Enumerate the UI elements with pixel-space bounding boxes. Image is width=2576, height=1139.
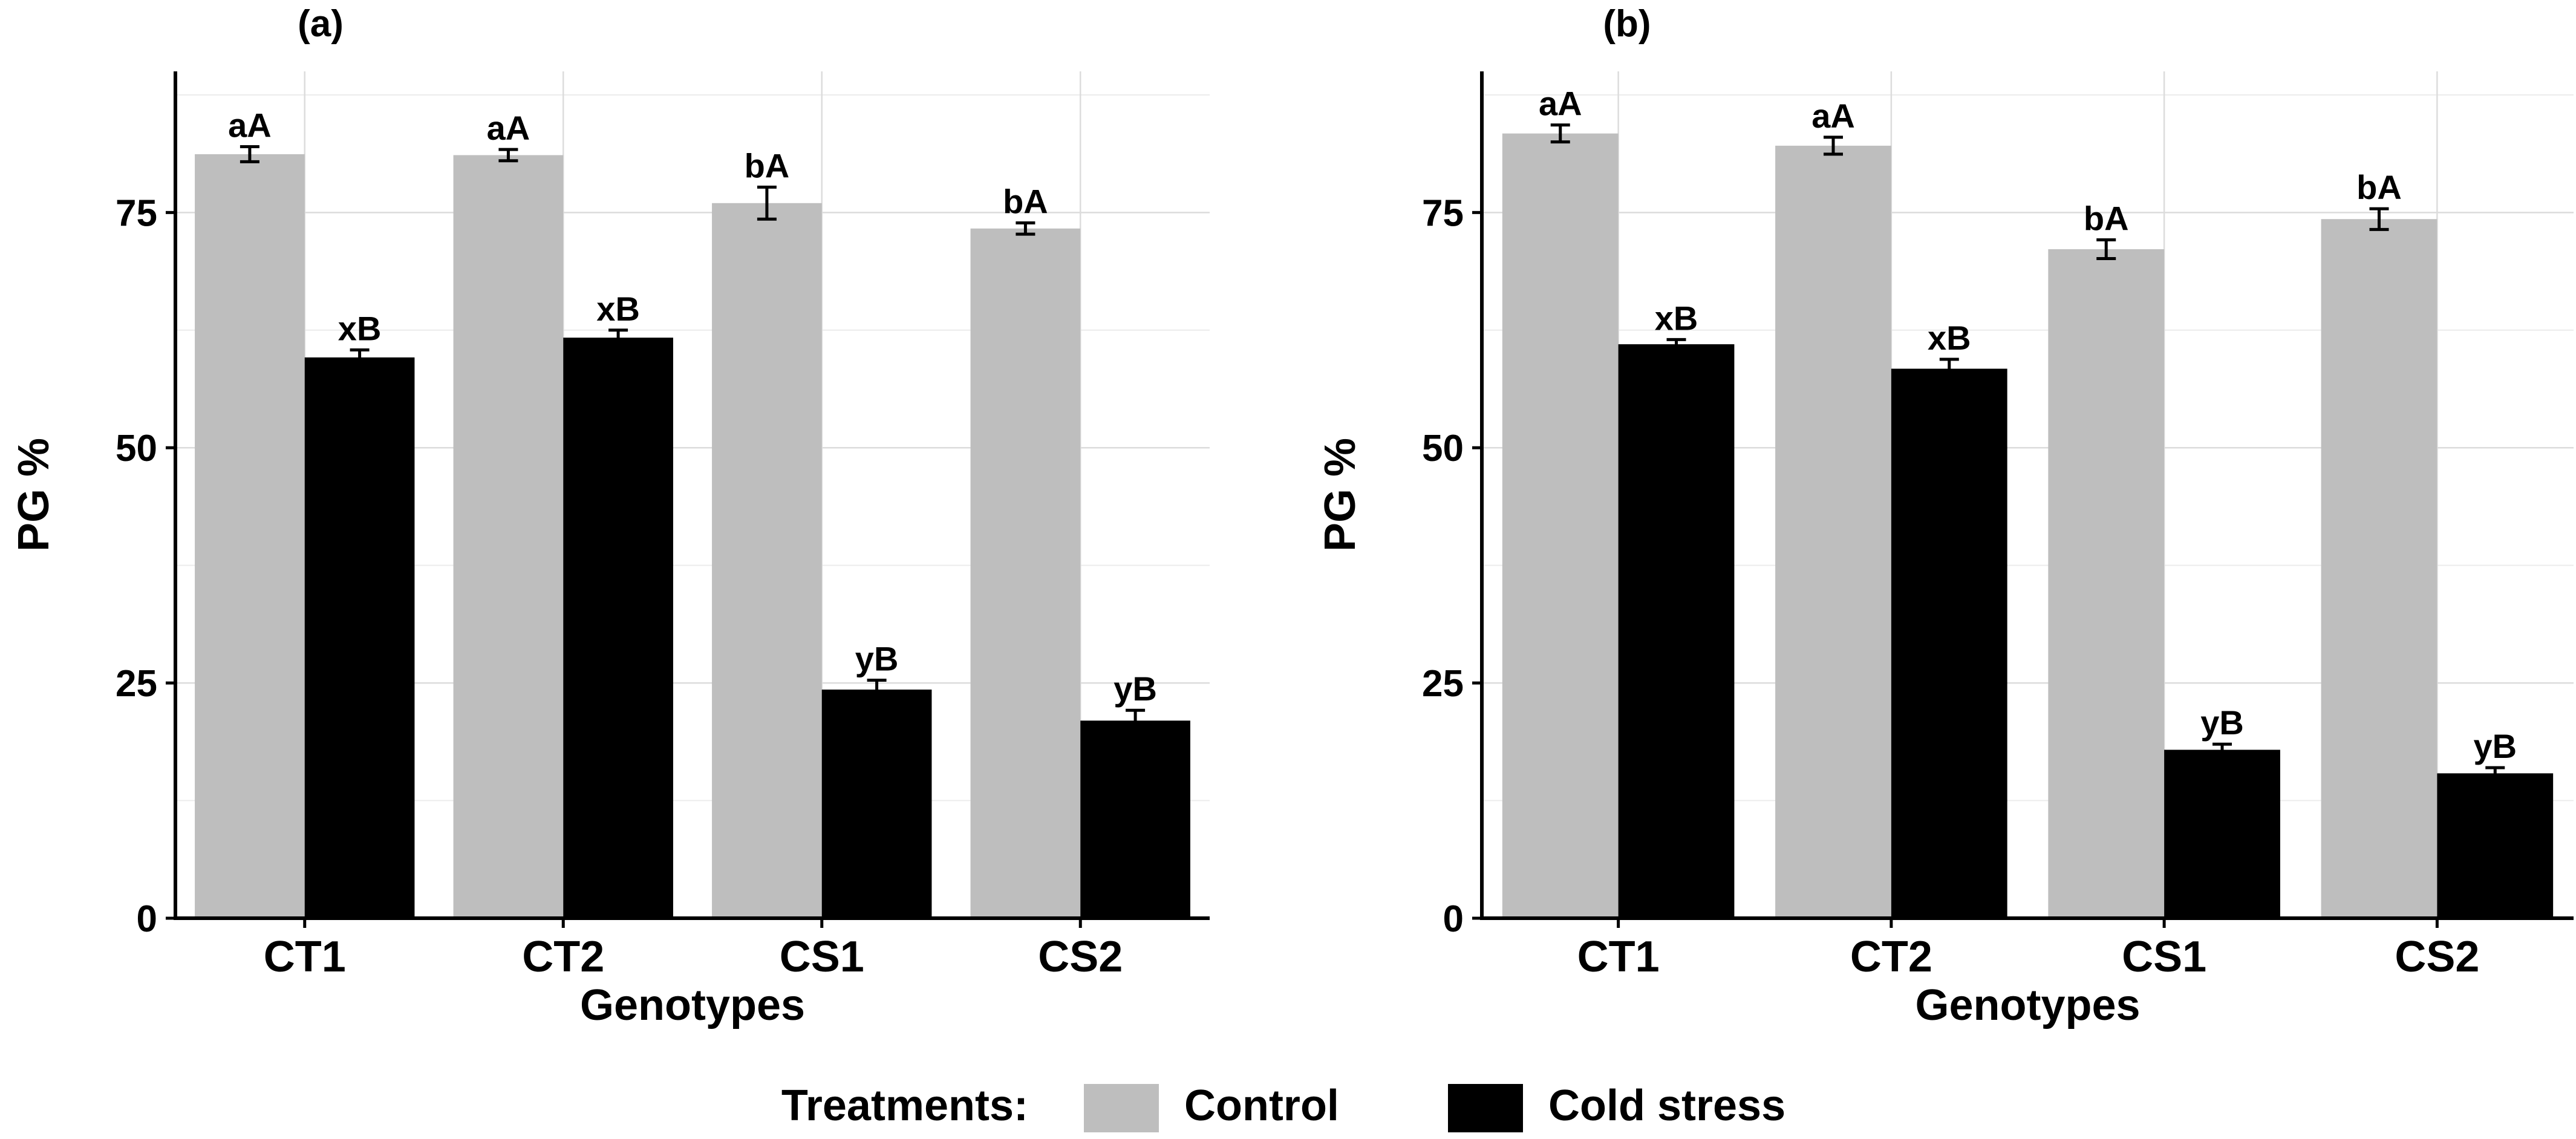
significance-label: yB	[855, 639, 899, 677]
x-tick-label: CS1	[2122, 933, 2206, 981]
x-axis-title: Genotypes	[580, 981, 805, 1030]
x-tick-label: CT2	[1850, 933, 1932, 981]
y-tick-label: 75	[116, 192, 157, 234]
significance-label: aA	[1539, 85, 1582, 123]
error-bar	[1823, 135, 1843, 156]
error-bar	[2212, 742, 2232, 757]
legend-swatch-cold-stress	[1448, 1084, 1523, 1132]
legend: Treatments: Control Cold stress	[781, 1082, 1785, 1132]
panel-b-chart: (b) aA xB CT1 aA xB CT2 bA yB CS1 bA yB CS2 0 25 50 75 Ge…	[1316, 3, 2574, 1030]
bar-ct2-cold-stress	[563, 338, 673, 918]
y-tick-label: 50	[116, 428, 157, 469]
legend-title: Treatments:	[781, 1082, 1028, 1130]
error-bar	[1550, 123, 1570, 144]
significance-label: aA	[1811, 97, 1855, 135]
significance-label: aA	[487, 109, 530, 147]
significance-label: bA	[2084, 199, 2129, 237]
x-axis-title: Genotypes	[1915, 981, 2140, 1030]
bar-ct1-cold-stress	[304, 357, 415, 918]
panel-a-title: (a)	[298, 3, 344, 45]
error-bar	[608, 328, 628, 347]
bar-cs1-control	[2048, 249, 2165, 918]
error-bar	[2485, 766, 2505, 781]
y-tick-label: 25	[1422, 663, 1464, 705]
error-bar	[1939, 357, 1959, 380]
significance-label: xB	[1655, 299, 1698, 337]
significance-label: xB	[1928, 319, 1971, 357]
bar-cs1-cold-stress	[821, 690, 932, 918]
y-axis-title: PG %	[1316, 438, 1365, 552]
legend-label-control: Control	[1184, 1082, 1339, 1130]
legend-label-cold-stress: Cold stress	[1548, 1082, 1785, 1130]
bar-cs2-control	[2321, 219, 2437, 919]
bar-ct1-control	[195, 154, 305, 918]
bar-cs2-control	[970, 228, 1081, 918]
significance-label: xB	[338, 309, 382, 347]
y-tick-label: 25	[116, 663, 157, 705]
error-bar	[867, 678, 887, 701]
y-tick-label: 0	[1443, 898, 1464, 940]
error-bar	[240, 145, 259, 163]
error-bar	[1666, 338, 1686, 351]
x-tick-label: CS2	[2395, 933, 2479, 981]
error-bar	[2096, 238, 2116, 261]
significance-label: yB	[2473, 727, 2517, 765]
bar-ct1-control	[1502, 133, 1619, 919]
bar-ct2-control	[453, 155, 564, 918]
significance-label: bA	[1003, 182, 1048, 220]
error-bar	[350, 348, 370, 367]
y-tick-label: 75	[1422, 192, 1464, 234]
y-tick-label: 50	[1422, 428, 1464, 469]
bar-ct1-cold-stress	[1618, 344, 1735, 918]
bar-cs1-cold-stress	[2164, 749, 2280, 918]
x-tick-label: CT2	[522, 933, 604, 981]
panel-a-chart: (a) aA xB CT1 aA xB CT2 bA yB CS1 bA yB CS2 0 25 50 75 Ge…	[10, 3, 1210, 1030]
x-tick-label: CS1	[780, 933, 864, 981]
significance-label: aA	[228, 106, 272, 144]
error-bar	[1016, 221, 1035, 236]
significance-label: yB	[2200, 703, 2244, 742]
error-bar	[2369, 207, 2389, 231]
significance-label: yB	[1114, 670, 1157, 708]
legend-swatch-control	[1084, 1084, 1159, 1132]
error-bar	[757, 185, 777, 221]
x-tick-label: CT1	[1577, 933, 1660, 981]
panel-b-title: (b)	[1603, 3, 1651, 45]
bar-cs1-control	[712, 203, 822, 918]
significance-label: bA	[2356, 168, 2402, 206]
y-axis-title: PG %	[10, 438, 58, 552]
x-tick-label: CT1	[264, 933, 346, 981]
x-tick-label: CS2	[1038, 933, 1123, 981]
significance-label: bA	[745, 146, 790, 184]
bar-ct2-control	[1775, 145, 1891, 918]
bar-cs2-cold-stress	[1080, 720, 1190, 918]
y-tick-label: 0	[137, 898, 157, 940]
bar-ct2-cold-stress	[1891, 368, 2007, 918]
significance-label: xB	[596, 290, 640, 328]
bar-cs2-cold-stress	[2437, 773, 2554, 918]
error-bar	[498, 148, 518, 163]
error-bar	[1126, 708, 1146, 733]
